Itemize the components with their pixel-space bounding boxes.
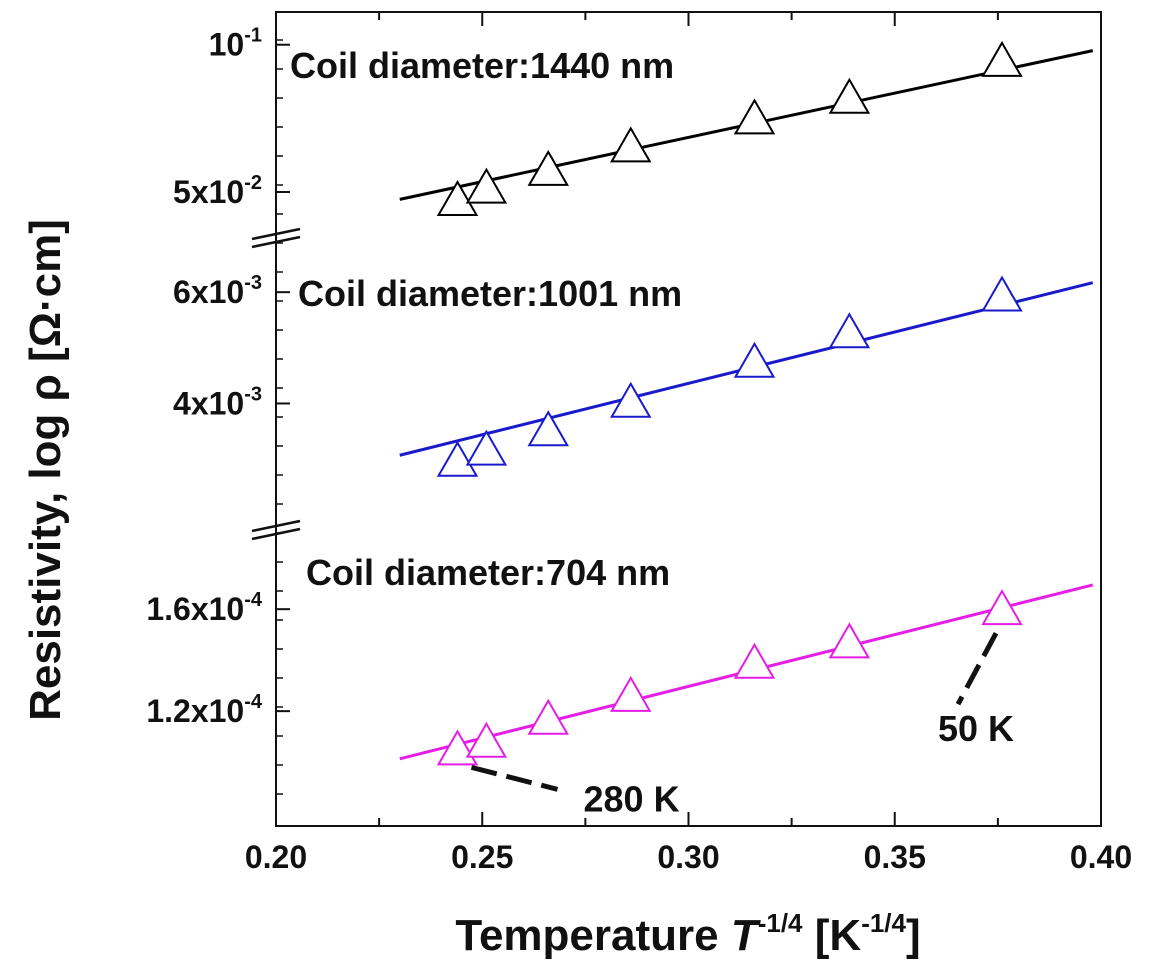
data-point (828, 77, 871, 114)
y-tick-label-exp: -3 (244, 383, 262, 405)
y-tick-label: 1.6x10-4 (146, 589, 263, 627)
data-point (436, 440, 479, 477)
data-point (527, 149, 569, 186)
annotation-280k: 280 K (584, 778, 680, 819)
series-label: Coil diameter:704 nm (306, 552, 670, 593)
annotation-leader-50k (955, 631, 999, 706)
y-tick-label-base: 5x10 (173, 174, 244, 210)
x-tick-label: 0.30 (657, 839, 719, 875)
data-point (610, 675, 652, 712)
y-tick-label-exp: -1 (244, 25, 262, 47)
data-point (527, 698, 569, 735)
y-tick-label-base: 6x10 (173, 274, 244, 310)
data-point (733, 341, 776, 378)
annotations: 50 K 280 K (470, 631, 1014, 819)
axis-break-line (251, 235, 301, 249)
data-point (733, 642, 776, 679)
data-point (981, 275, 1023, 312)
y-tick-label-base: 1.6x10 (146, 591, 244, 627)
y-axis-title: Resistivity, log ρ [Ω·cm] (21, 219, 70, 721)
y-tick-label: 6x10-3 (173, 272, 262, 310)
axis-breaks (251, 227, 301, 541)
x-tick-label: 0.35 (864, 839, 926, 875)
data-point (527, 410, 569, 447)
data-point (465, 721, 508, 758)
annotation-50k: 50 K (938, 708, 1014, 749)
y-tick-label-base: 10 (209, 27, 245, 63)
plot-frame (275, 11, 1102, 827)
data-point (733, 98, 776, 135)
data-point (828, 622, 871, 659)
data-point (828, 312, 871, 349)
x-tick-label: 0.40 (1070, 839, 1132, 875)
series-label: Coil diameter:1440 nm (290, 45, 674, 86)
x-axis-title-unit-sup: -1/4 (861, 908, 906, 938)
y-tick-label-exp: -4 (244, 691, 263, 713)
data-points (436, 40, 1023, 766)
x-axis-title-unit-open: [K (803, 911, 862, 960)
x-tick-label: 0.25 (451, 839, 513, 875)
data-point (465, 167, 508, 204)
y-tick-label: 1.2x10-4 (146, 691, 263, 729)
series-label: Coil diameter:1001 nm (298, 273, 682, 314)
data-point (981, 589, 1023, 626)
axis-break-line (251, 227, 301, 241)
axis-break-line (251, 519, 301, 533)
x-axis-title-sup: -1/4 (758, 908, 803, 938)
y-tick-label-exp: -2 (244, 172, 262, 194)
fit-lines (399, 49, 1094, 761)
data-point (981, 40, 1023, 77)
data-point (610, 126, 652, 163)
y-tick-label-exp: -4 (244, 589, 263, 611)
x-tick-labels: 0.20 0.25 0.30 0.35 0.40 (245, 839, 1132, 875)
series-labels: Coil diameter:1440 nm Coil diameter:1001 … (290, 45, 682, 593)
x-tick-label: 0.20 (245, 839, 307, 875)
y-tick-label: 4x10-3 (173, 383, 262, 421)
x-axis-title: Temperature T-1/4 [K-1/4] (455, 908, 920, 960)
ticks-layer (275, 12, 1102, 826)
y-tick-label-base: 4x10 (173, 385, 244, 421)
annotation-leader-280k (470, 764, 559, 792)
y-tick-label: 5x10-2 (173, 172, 262, 210)
y-tick-label-exp: -3 (244, 272, 262, 294)
axis-break-line (251, 527, 301, 541)
data-point (465, 429, 508, 466)
x-axis-title-unit-close: ] (906, 911, 921, 960)
y-tick-label: 10-1 (209, 25, 262, 63)
x-axis-title-symbol: T (731, 911, 761, 960)
data-point (436, 179, 479, 216)
x-axis-title-text: Temperature (455, 911, 731, 960)
y-tick-label-base: 1.2x10 (146, 693, 244, 729)
data-point (610, 381, 652, 418)
